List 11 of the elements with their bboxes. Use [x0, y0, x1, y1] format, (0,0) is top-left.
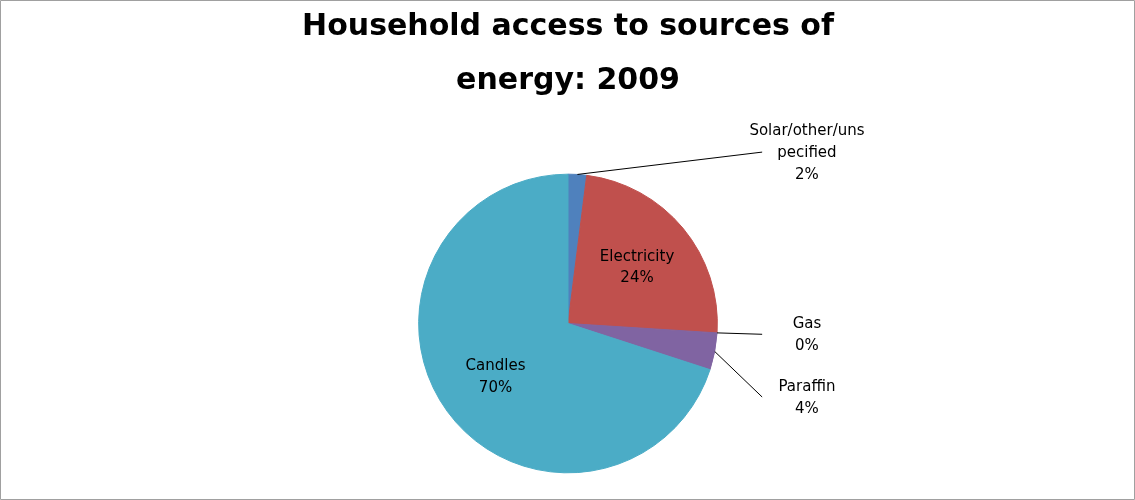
slice-label: Solar/other/unspecified	[749, 121, 865, 162]
data-label: 70%	[478, 377, 513, 396]
slice-label: Paraffin	[778, 377, 836, 396]
slice-label: Candles	[465, 356, 526, 375]
slice-label: Electricity	[599, 246, 675, 265]
data-label: 24%	[620, 268, 654, 287]
data-label: 4%	[795, 398, 819, 417]
data-label: 2%	[795, 164, 819, 183]
chart-title: Household access to sources of energy: 2009	[302, 7, 835, 97]
text: 0%	[795, 336, 819, 355]
legend-label: Gas	[792, 314, 822, 333]
